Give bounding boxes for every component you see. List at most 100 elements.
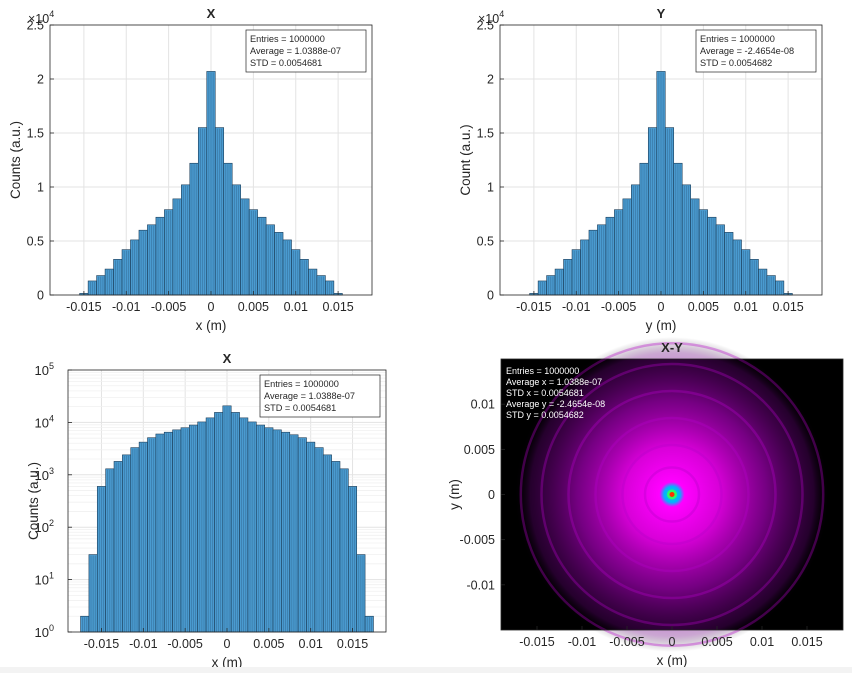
y-tick-label: 100 [35,623,54,640]
y-tick-label: -0.005 [460,533,495,547]
y-tick-label: 1 [487,181,494,195]
stats-line: Average = -2.4654e-08 [700,46,794,56]
y-tick-label: 1.5 [27,127,44,141]
chart-title: X [207,6,216,21]
x-tick-label: 0.005 [238,300,269,314]
x-tick-label: -0.015 [66,300,101,314]
y-tick-exponent: 1 [49,571,54,581]
chart-panel-2: -0.015 -0.01 -0.005 0 0.005 0.01 0.015 0 0.5 1 1.5… [458,6,823,333]
bars [529,71,793,296]
y-tick-label: 0 [487,289,494,303]
y-tick-label: 101 [35,571,54,588]
y-tick-base: 10 [35,363,49,378]
chart-panel-1: -0.015 -0.01 -0.005 0 0.005 0.01 0.015 0 0.5 1 1.5… [8,6,373,333]
x-tick-label: -0.01 [562,300,591,314]
stats-line: Entries = 1000000 [506,366,579,376]
heatmap-core-center [669,492,675,497]
x-tick-label: -0.015 [84,637,119,651]
y-tick-label: 104 [35,413,54,430]
window-bottom-edge [0,667,852,673]
x-tick-label: 0.015 [772,300,803,314]
x-tick-label: 0 [208,300,215,314]
x-tick-label: -0.01 [568,635,597,649]
x-tick-label: -0.005 [167,637,202,651]
stats-line: STD y = 0.0054682 [506,410,584,420]
bars [80,405,374,633]
x-tick-label: -0.015 [516,300,551,314]
y-tick-label: 103 [35,466,54,483]
chart-title: X [223,351,232,366]
x-axis-label: y (m) [646,318,677,333]
stats-line: Entries = 1000000 [264,379,339,389]
x-tick-label: -0.005 [609,635,644,649]
y-tick-label: 0 [488,488,495,502]
x-tick-label: 0.015 [322,300,353,314]
y-tick-label: 0.01 [471,398,495,412]
stats-box [695,29,817,73]
y-tick-exponent: 0 [49,623,54,633]
x-tick-label: 0 [669,635,676,649]
y-tick-label: 0.5 [477,235,494,249]
heatmap-ring [567,389,777,600]
x-tick-label: -0.005 [601,300,636,314]
y-tick-exponent: 2 [49,518,54,528]
x-tick-label: 0.005 [701,635,732,649]
y-tick-label: 105 [35,361,54,378]
x-tick-label: 0.01 [299,637,323,651]
y-tick-label: 2.5 [477,19,494,33]
y-tick-base: 10 [35,573,49,588]
y-axis-label: y (m) [447,479,462,510]
y-exponent-label: ×104 [28,9,54,26]
x-axis-label: x (m) [212,655,243,670]
heatmap-ring [643,466,701,523]
y-exponent-base: ×10 [478,12,499,26]
y-tick-base: 10 [35,415,49,430]
y-axis-label: Count (a.u.) [458,124,473,195]
stats-line: Average x = 1.0388e-07 [506,377,602,387]
y-axis-label: Counts (a.u.) [26,462,41,540]
x-tick-label: 0.01 [284,300,308,314]
chart-panel-3: -0.015 -0.01 -0.005 0 0.005 0.01 0.01510010110… [26,351,387,670]
x-tick-label: -0.01 [112,300,141,314]
y-tick-exponent: 4 [49,413,54,423]
y-tick-exponent: 3 [49,466,54,476]
y-tick-label: 2.5 [27,19,44,33]
bars [79,71,343,296]
chart-title: Y [657,6,666,21]
stats-line: STD x = 0.0054681 [506,388,584,398]
x-tick-label: 0.015 [791,635,822,649]
y-tick-label: 0.005 [464,443,495,457]
y-exponent-base: ×10 [28,12,49,26]
y-tick-label: 2 [37,73,44,87]
stats-line: STD = 0.0054681 [264,403,336,413]
x-tick-label: 0.005 [688,300,719,314]
y-tick-label: 0.5 [27,235,44,249]
x-tick-label: 0 [224,637,231,651]
heatmap-ring [540,362,804,627]
x-tick-label: -0.01 [129,637,158,651]
stats-line: Average y = -2.4654e-08 [506,399,605,409]
x-tick-label: 0.015 [337,637,368,651]
stats-box [259,374,381,418]
stats-line: Entries = 1000000 [700,34,775,44]
x-axis-label: x (m) [657,653,688,668]
y-exponent-label: ×104 [478,9,504,26]
y-exponent-power: 4 [49,9,54,19]
y-tick-base: 10 [35,520,49,535]
heatmap-ring [594,416,750,573]
y-tick-base: 10 [35,468,49,483]
y-tick-label: 1 [37,181,44,195]
y-tick-label: -0.01 [467,578,496,592]
stats-line: STD = 0.0054682 [700,58,772,68]
x-tick-label: 0.01 [750,635,774,649]
x-tick-label: -0.015 [519,635,554,649]
heatmap-ring [621,443,723,546]
y-tick-exponent: 5 [49,361,54,371]
y-exponent-power: 4 [499,9,504,19]
y-tick-label: 102 [35,518,54,535]
stats-line: Average = 1.0388e-07 [250,46,341,56]
stats-line: STD = 0.0054681 [250,58,322,68]
y-tick-label: 2 [487,73,494,87]
